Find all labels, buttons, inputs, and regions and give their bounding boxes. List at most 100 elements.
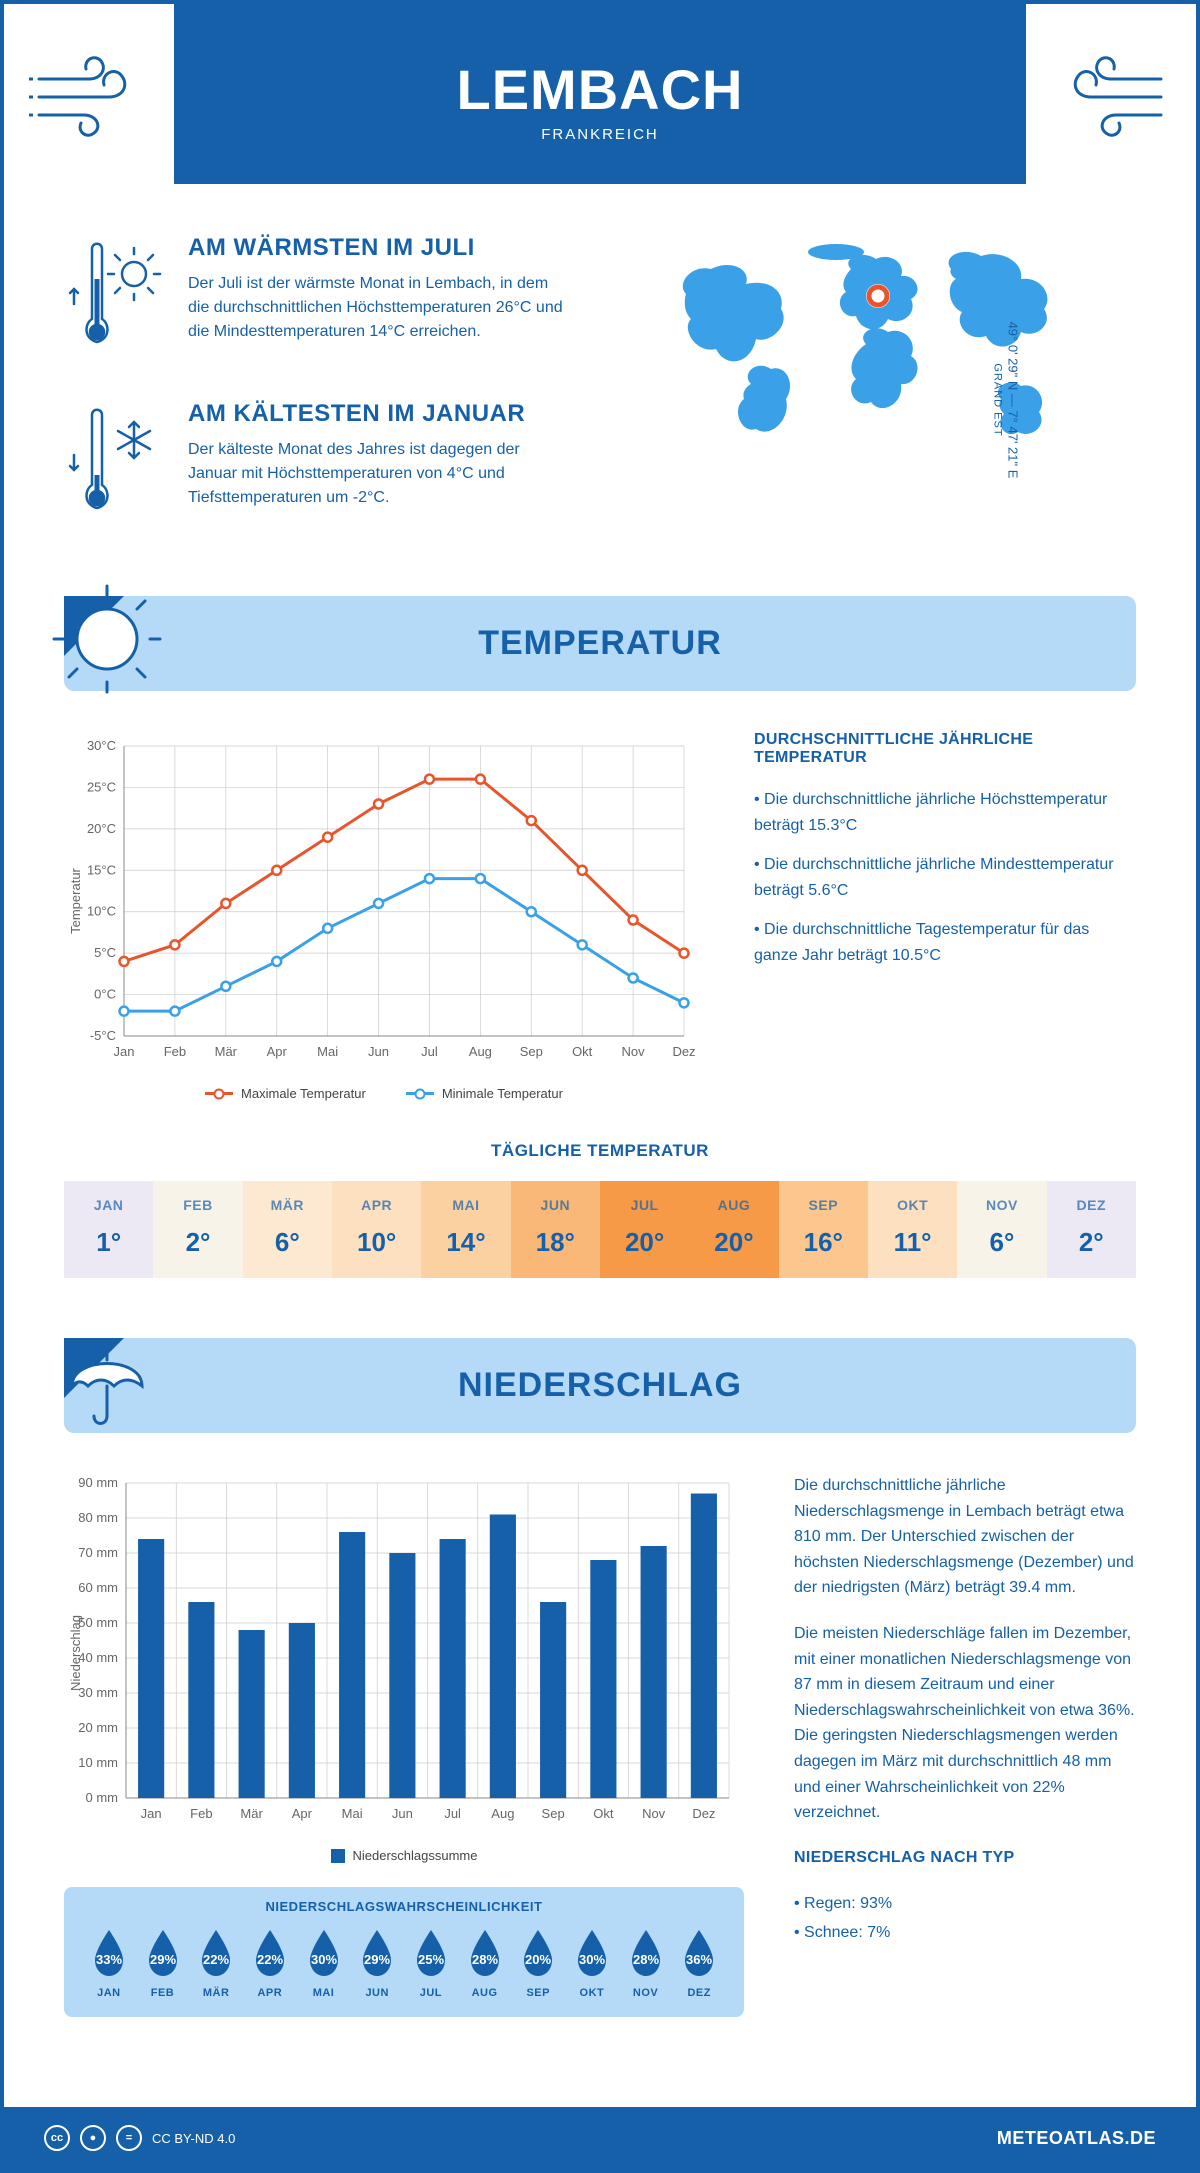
- section-precipitation: NIEDERSCHLAG: [64, 1338, 1136, 1433]
- daily-cell: JUN18°: [511, 1181, 600, 1278]
- drop: 20%SEP: [511, 1926, 565, 1999]
- svg-text:10°C: 10°C: [87, 904, 116, 919]
- svg-text:Niederschlag: Niederschlag: [68, 1615, 83, 1691]
- legend-min-label: Minimale Temperatur: [442, 1086, 563, 1101]
- svg-text:Jul: Jul: [421, 1044, 438, 1059]
- drop: 30%MAI: [297, 1926, 351, 1999]
- daily-temp-title: TÄGLICHE TEMPERATUR: [64, 1141, 1136, 1161]
- svg-text:Sep: Sep: [542, 1806, 565, 1821]
- svg-text:25°C: 25°C: [87, 779, 116, 794]
- content: AM WÄRMSTEN IM JULI Der Juli ist der wär…: [4, 184, 1196, 2107]
- temp-legend: Maximale Temperatur Minimale Temperatur: [64, 1086, 704, 1101]
- svg-text:90 mm: 90 mm: [78, 1475, 118, 1490]
- temp-b2: • Die durchschnittliche jährliche Mindes…: [754, 852, 1136, 903]
- drop: 36%DEZ: [672, 1926, 726, 1999]
- svg-text:Temperatur: Temperatur: [68, 867, 83, 933]
- svg-text:20%: 20%: [525, 1952, 551, 1967]
- drop: 33%JAN: [82, 1926, 136, 1999]
- sun-icon: [52, 584, 162, 694]
- precip-type-title: NIEDERSCHLAG NACH TYP: [794, 1846, 1136, 1871]
- precip-p1: Die durchschnittliche jährliche Niedersc…: [794, 1473, 1136, 1601]
- svg-text:Dez: Dez: [692, 1806, 715, 1821]
- intro: AM WÄRMSTEN IM JULI Der Juli ist der wär…: [64, 234, 1136, 566]
- page: LEMBACH FRANKREICH: [0, 0, 1200, 2173]
- svg-text:Jan: Jan: [141, 1806, 162, 1821]
- precip-summary: Die durchschnittliche jährliche Niedersc…: [794, 1473, 1136, 2017]
- svg-text:15°C: 15°C: [87, 862, 116, 877]
- world-map-icon: [656, 234, 1096, 494]
- svg-text:80 mm: 80 mm: [78, 1510, 118, 1525]
- daily-cell: OKT11°: [868, 1181, 957, 1278]
- svg-text:5°C: 5°C: [94, 945, 116, 960]
- thermometer-hot-icon: [64, 234, 164, 364]
- wind-deco-left: [4, 4, 174, 184]
- svg-text:36%: 36%: [686, 1952, 712, 1967]
- map-area: 49° 0' 29" N — 7° 47' 21" E GRAND EST: [656, 234, 1136, 566]
- drop: 28%NOV: [619, 1926, 673, 1999]
- coords-text: 49° 0' 29" N — 7° 47' 21" E: [1006, 322, 1021, 479]
- legend-min: Minimale Temperatur: [406, 1086, 563, 1101]
- svg-text:25%: 25%: [418, 1952, 444, 1967]
- region-text: GRAND EST: [992, 250, 1004, 550]
- daily-cell: DEZ2°: [1047, 1181, 1136, 1278]
- temp-b3: • Die durchschnittliche Tagestemperatur …: [754, 917, 1136, 968]
- daily-cell: NOV6°: [957, 1181, 1046, 1278]
- svg-text:Nov: Nov: [622, 1044, 646, 1059]
- license-text: CC BY-ND 4.0: [152, 2131, 235, 2146]
- svg-text:Feb: Feb: [190, 1806, 212, 1821]
- drop: 29%JUN: [350, 1926, 404, 1999]
- precipitation-row: 0 mm10 mm20 mm30 mm40 mm50 mm60 mm70 mm8…: [64, 1473, 1136, 2017]
- drop: 22%MÄR: [189, 1926, 243, 1999]
- svg-text:33%: 33%: [96, 1952, 122, 1967]
- wind-icon: [29, 39, 149, 149]
- drop: 29%FEB: [136, 1926, 190, 1999]
- city-name: LEMBACH: [174, 57, 1026, 122]
- precip-type-b1: • Regen: 93%: [794, 1891, 1136, 1917]
- wind-icon: [1051, 39, 1171, 149]
- nd-icon: =: [116, 2125, 142, 2151]
- svg-text:20°C: 20°C: [87, 821, 116, 836]
- svg-text:Feb: Feb: [164, 1044, 186, 1059]
- drops-row: 33%JAN29%FEB22%MÄR22%APR30%MAI29%JUN25%J…: [82, 1926, 726, 1999]
- svg-text:40 mm: 40 mm: [78, 1650, 118, 1665]
- fact-cold-text: Der kälteste Monat des Jahres ist dagege…: [188, 438, 568, 510]
- footer: cc ● = CC BY-ND 4.0 METEOATLAS.DE: [4, 2107, 1196, 2169]
- daily-cell: SEP16°: [779, 1181, 868, 1278]
- legend-sum-label: Niederschlagssumme: [353, 1848, 478, 1863]
- drop: 28%AUG: [458, 1926, 512, 1999]
- temp-summary-title: DURCHSCHNITTLICHE JÄHRLICHE TEMPERATUR: [754, 731, 1136, 767]
- coordinates: 49° 0' 29" N — 7° 47' 21" E GRAND EST: [992, 250, 1021, 550]
- cc-icon: cc: [44, 2125, 70, 2151]
- daily-cell: JAN1°: [64, 1181, 153, 1278]
- intro-facts: AM WÄRMSTEN IM JULI Der Juli ist der wär…: [64, 234, 616, 566]
- svg-text:0°C: 0°C: [94, 987, 116, 1002]
- svg-text:Aug: Aug: [491, 1806, 514, 1821]
- daily-cell: MÄR6°: [243, 1181, 332, 1278]
- svg-text:30°C: 30°C: [87, 738, 116, 753]
- umbrella-icon: [52, 1326, 162, 1436]
- fact-cold-title: AM KÄLTESTEN IM JANUAR: [188, 400, 568, 428]
- fact-warm-text: Der Juli ist der wärmste Monat in Lembac…: [188, 272, 568, 344]
- temp-b1: • Die durchschnittliche jährliche Höchst…: [754, 787, 1136, 838]
- svg-text:Okt: Okt: [593, 1806, 614, 1821]
- svg-text:Sep: Sep: [520, 1044, 543, 1059]
- svg-text:28%: 28%: [633, 1952, 659, 1967]
- svg-text:29%: 29%: [364, 1952, 390, 1967]
- drop: 22%APR: [243, 1926, 297, 1999]
- svg-text:30%: 30%: [579, 1952, 605, 1967]
- daily-cell: FEB2°: [153, 1181, 242, 1278]
- legend-max: Maximale Temperatur: [205, 1086, 366, 1101]
- temperature-row: -5°C0°C5°C10°C15°C20°C25°C30°CJanFebMärA…: [64, 731, 1136, 1101]
- license: cc ● = CC BY-ND 4.0: [44, 2125, 235, 2151]
- svg-text:Okt: Okt: [572, 1044, 593, 1059]
- svg-text:60 mm: 60 mm: [78, 1580, 118, 1595]
- svg-text:Dez: Dez: [672, 1044, 695, 1059]
- legend-sum: Niederschlagssumme: [331, 1848, 478, 1863]
- svg-text:Jun: Jun: [368, 1044, 389, 1059]
- svg-text:29%: 29%: [149, 1952, 175, 1967]
- daily-cell: JUL20°: [600, 1181, 689, 1278]
- svg-text:28%: 28%: [472, 1952, 498, 1967]
- svg-text:Nov: Nov: [642, 1806, 666, 1821]
- fact-warm: AM WÄRMSTEN IM JULI Der Juli ist der wär…: [64, 234, 616, 364]
- svg-text:22%: 22%: [257, 1952, 283, 1967]
